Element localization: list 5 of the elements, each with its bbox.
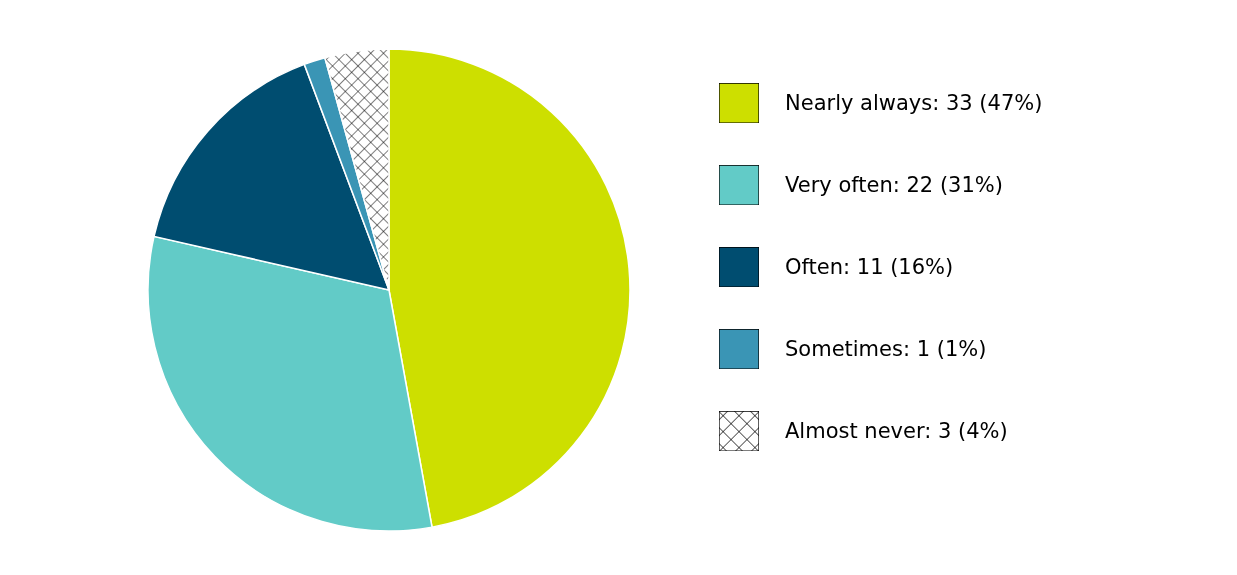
legend-label: Almost never: 3 (4%) bbox=[785, 419, 1008, 443]
legend-label: Sometimes: 1 (1%) bbox=[785, 337, 987, 361]
legend-label: Often: 11 (16%) bbox=[785, 255, 954, 279]
legend-label: Very often: 22 (31%) bbox=[785, 173, 1003, 197]
legend-label: Nearly always: 33 (47%) bbox=[785, 91, 1043, 115]
